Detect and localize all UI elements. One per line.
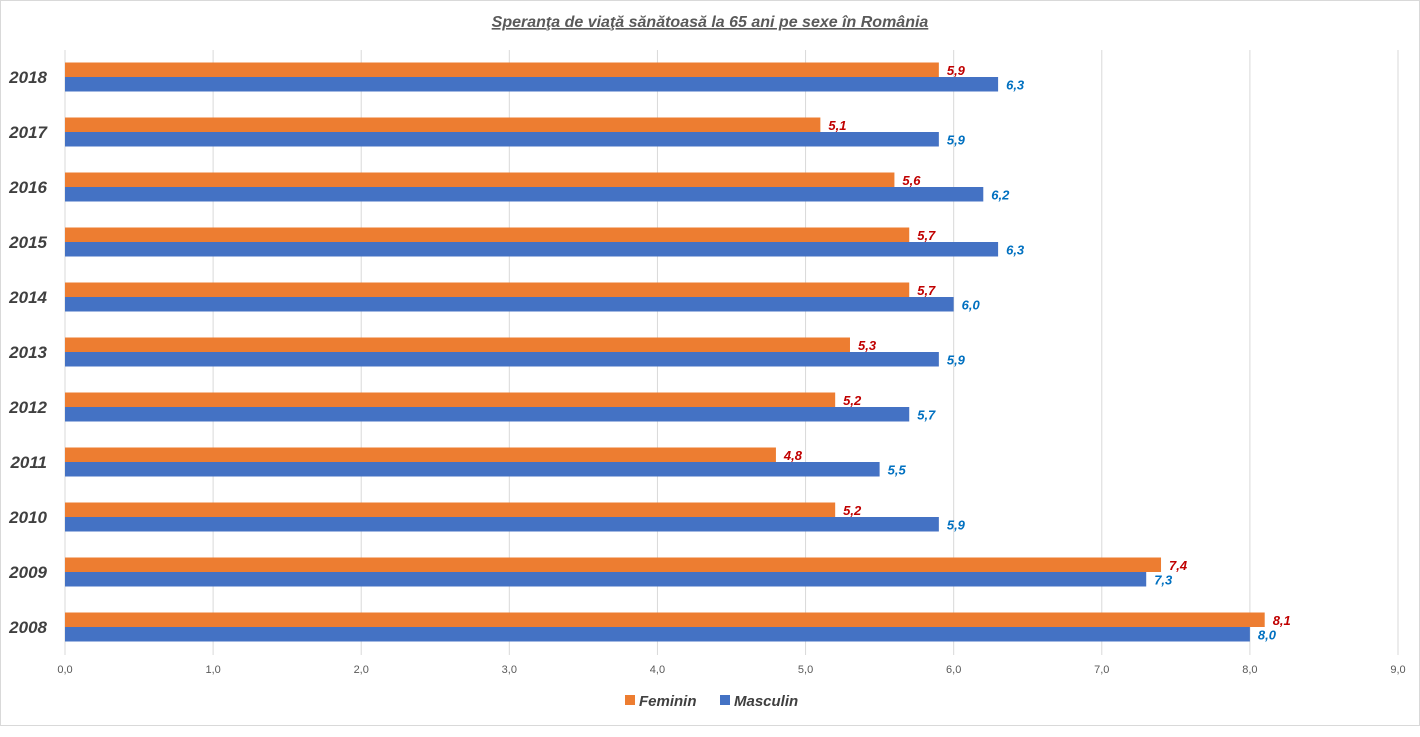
data-label: 6,3: [1006, 78, 1025, 93]
bar-masculin: [65, 187, 984, 202]
x-tick-label: 5,0: [798, 664, 813, 676]
category-label: 2013: [8, 343, 47, 362]
data-label: 5,5: [888, 463, 907, 478]
legend-label: Masculin: [734, 693, 798, 710]
bar-feminin: [65, 117, 821, 132]
bar-masculin: [65, 132, 939, 147]
bar-feminin: [65, 337, 850, 352]
legend-swatch-feminin: [625, 695, 635, 705]
data-label: 5,2: [843, 393, 862, 408]
data-label: 5,3: [858, 338, 877, 353]
category-label: 2018: [8, 68, 47, 87]
category-label: 2011: [9, 453, 47, 472]
data-label: 8,0: [1258, 628, 1277, 643]
data-label: 5,1: [828, 118, 846, 133]
bar-masculin: [65, 242, 999, 257]
category-label: 2015: [8, 233, 47, 252]
x-tick-label: 9,0: [1390, 664, 1405, 676]
bar-masculin: [65, 297, 954, 312]
bar-feminin: [65, 447, 776, 462]
legend-swatch-masculin: [720, 695, 730, 705]
data-label: 5,9: [947, 353, 966, 368]
bar-masculin: [65, 462, 880, 477]
data-label: 6,3: [1006, 243, 1025, 258]
category-label: 2009: [8, 563, 47, 582]
data-label: 5,7: [917, 283, 936, 298]
category-label: 2017: [8, 123, 48, 142]
data-label: 5,9: [947, 63, 966, 78]
bar-feminin: [65, 62, 939, 77]
x-tick-label: 7,0: [1094, 664, 1109, 676]
category-label: 2010: [8, 508, 47, 527]
data-label: 5,9: [947, 133, 966, 148]
bar-masculin: [65, 517, 939, 532]
bar-masculin: [65, 352, 939, 367]
bar-feminin: [65, 392, 836, 407]
data-label: 4,8: [783, 448, 803, 463]
data-label: 5,2: [843, 503, 862, 518]
bar-feminin: [65, 172, 895, 187]
bar-feminin: [65, 612, 1265, 627]
x-tick-label: 6,0: [946, 664, 961, 676]
category-label: 2012: [8, 398, 47, 417]
x-tick-label: 3,0: [502, 664, 517, 676]
bar-feminin: [65, 557, 1162, 572]
data-label: 5,9: [947, 518, 966, 533]
data-label: 6,0: [962, 298, 981, 313]
category-label: 2008: [8, 618, 47, 637]
bar-masculin: [65, 77, 999, 92]
data-label: 5,6: [902, 173, 921, 188]
legend-label: Feminin: [639, 693, 697, 710]
bar-feminin: [65, 282, 910, 297]
x-tick-label: 0,0: [57, 664, 72, 676]
x-tick-label: 8,0: [1242, 664, 1257, 676]
bar-feminin: [65, 227, 910, 242]
bar-masculin: [65, 407, 910, 422]
bar-feminin: [65, 502, 836, 517]
data-label: 7,4: [1169, 558, 1188, 573]
bar-masculin: [65, 572, 1147, 587]
bar-masculin: [65, 627, 1250, 642]
category-label: 2016: [8, 178, 47, 197]
x-tick-label: 4,0: [650, 664, 665, 676]
category-label: 2014: [8, 288, 47, 307]
chart-title: Speranţa de viaţă sănătoasă la 65 ani pe…: [492, 14, 929, 31]
data-label: 6,2: [991, 188, 1010, 203]
x-tick-label: 1,0: [205, 664, 220, 676]
data-label: 8,1: [1273, 613, 1291, 628]
data-label: 5,7: [917, 228, 936, 243]
x-tick-label: 2,0: [354, 664, 369, 676]
data-label: 5,7: [917, 408, 936, 423]
data-label: 7,3: [1154, 573, 1173, 588]
